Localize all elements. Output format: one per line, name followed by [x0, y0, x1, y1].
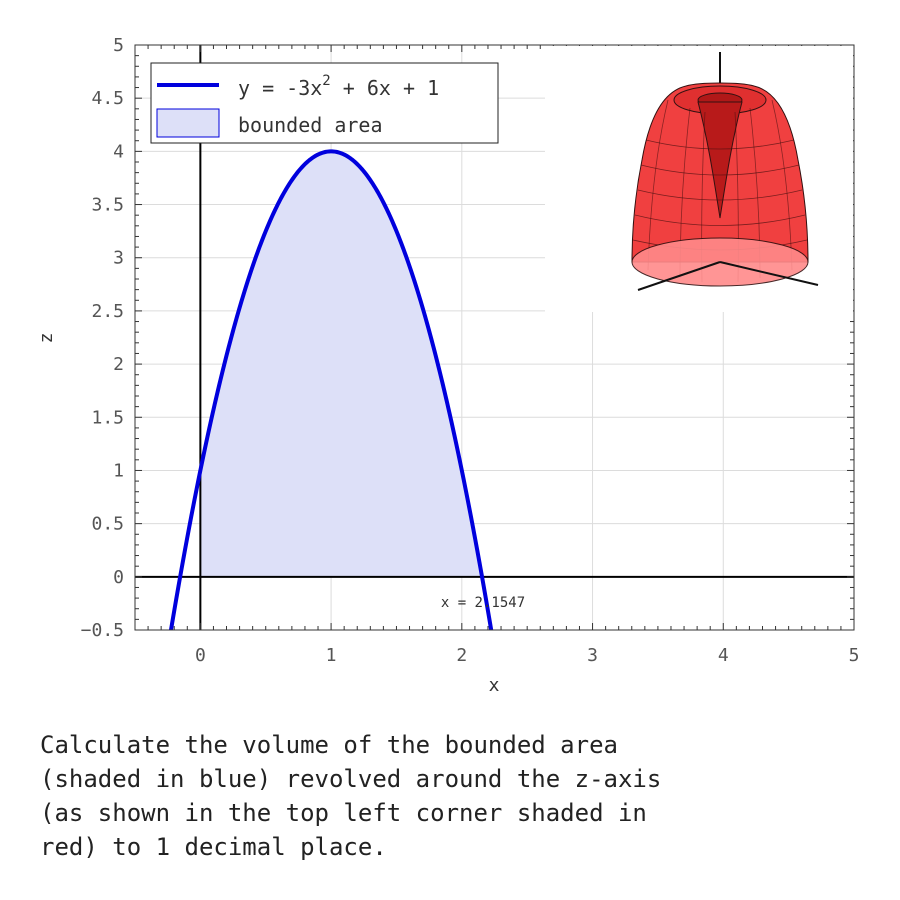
y-tick-label: 3.5 — [91, 195, 124, 216]
y-tick-label: 0.5 — [91, 514, 124, 535]
legend-curve-label: y = -3x2 + 6x + 1 — [238, 73, 439, 100]
y-axis-label: z — [36, 333, 57, 344]
x-axis-label: x — [489, 675, 500, 696]
y-tick-label: 2 — [113, 354, 124, 375]
x-tick-label: 3 — [587, 645, 598, 666]
y-tick-label: 1.5 — [91, 407, 124, 428]
plot-frame — [134, 44, 855, 631]
y-tick-label: 3 — [113, 248, 124, 269]
x-tick-label: 5 — [849, 645, 860, 666]
x-tick-label: 4 — [718, 645, 729, 666]
y-tick-label: −0.5 — [81, 620, 124, 641]
x-tick-labels: 0 1 2 3 4 5 — [195, 645, 859, 666]
bounded-area-fill — [200, 151, 483, 577]
chart: 0 1 2 3 4 5 5 4.5 4 3.5 3 2.5 2 1.5 1 0.5 0 −0.5 x z x =… — [36, 35, 859, 696]
root-annotation: x = 2.1547 — [441, 595, 525, 611]
x-tick-label: 2 — [456, 645, 467, 666]
x-tick-label: 1 — [326, 645, 337, 666]
question-text: Calculate the volume of the bounded area… — [40, 731, 662, 861]
inset-3d-solid — [545, 46, 853, 312]
y-tick-label: 0 — [113, 567, 124, 588]
y-tick-label: 2.5 — [91, 301, 124, 322]
x-tick-label: 0 — [195, 645, 206, 666]
parabola-curve — [169, 149, 494, 631]
y-tick-label: 4 — [113, 141, 124, 162]
legend-area-swatch — [156, 108, 220, 138]
y-tick-label: 4.5 — [91, 88, 124, 109]
frame-rect — [134, 44, 855, 631]
y-tick-label: 5 — [113, 35, 124, 56]
legend-area-label: bounded area — [238, 113, 383, 137]
y-tick-labels: 5 4.5 4 3.5 3 2.5 2 1.5 1 0.5 0 −0.5 — [81, 35, 124, 641]
y-tick-label: 1 — [113, 460, 124, 481]
legend: y = -3x2 + 6x + 1 bounded area — [150, 62, 499, 144]
